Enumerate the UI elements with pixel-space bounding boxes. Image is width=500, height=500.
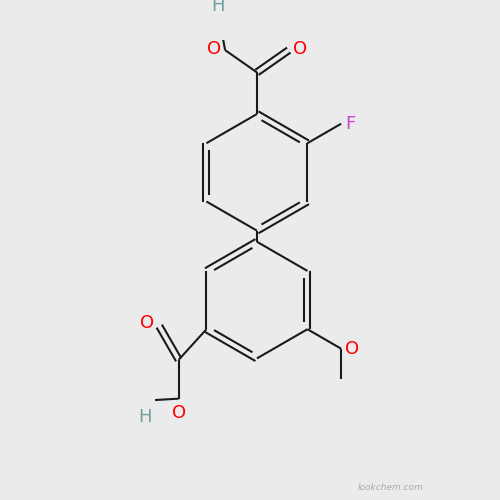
Text: lookchem.com: lookchem.com <box>358 482 424 492</box>
Text: O: O <box>293 40 307 58</box>
Text: H: H <box>138 408 152 426</box>
Text: O: O <box>346 340 360 357</box>
Text: H: H <box>212 0 225 16</box>
Text: O: O <box>172 404 185 422</box>
Text: O: O <box>140 314 153 332</box>
Text: O: O <box>207 40 221 58</box>
Text: F: F <box>346 115 356 133</box>
